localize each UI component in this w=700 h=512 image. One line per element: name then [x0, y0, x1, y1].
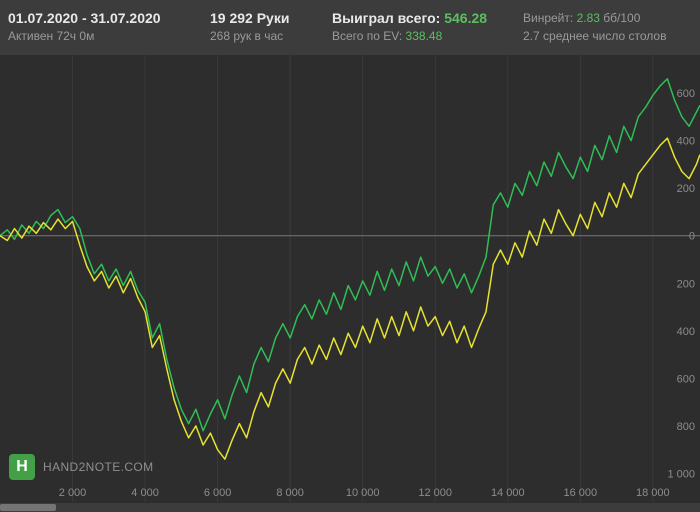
y-axis-tick-label: 400 [677, 136, 695, 148]
hand2note-logo: H HAND2NOTE.COM [9, 454, 154, 480]
winrate-block: Винрейт: 2.83 бб/100 2.7 среднее число с… [523, 8, 666, 45]
x-axis-tick-label: 6 000 [204, 487, 232, 499]
winnings-line [0, 78, 700, 432]
y-axis-tick-label: 200 [677, 183, 695, 195]
date-range-block[interactable]: 01.07.2020 - 31.07.2020 Активен 72ч 0м [8, 8, 161, 45]
y-axis-tick-label: 800 [677, 421, 695, 433]
hands-block: 19 292 Руки 268 рук в час [210, 8, 289, 45]
date-range[interactable]: 01.07.2020 - 31.07.2020 [8, 10, 161, 26]
hands-count: 19 292 Руки [210, 10, 290, 26]
y-axis-tick-label: 1 000 [667, 468, 695, 480]
stats-header: 01.07.2020 - 31.07.2020 Активен 72ч 0м 1… [0, 0, 700, 55]
won-total-value: 546.28 [444, 10, 488, 26]
won-total-label: Выиграл всего: [332, 10, 441, 26]
y-axis-tick-label: 0 [689, 231, 695, 243]
x-axis-tick-label: 2 000 [59, 487, 87, 499]
active-time: Активен 72ч 0м [8, 29, 95, 43]
hands-per-hour: 268 рук в час [210, 29, 284, 43]
x-axis-tick-label: 8 000 [276, 487, 304, 499]
winrate-unit: бб/100 [603, 11, 641, 25]
x-axis-tick-label: 18 000 [636, 487, 670, 499]
y-axis-tick-label: 200 [677, 278, 695, 290]
winrate-value: 2.83 [576, 11, 600, 25]
ev-line [0, 137, 700, 460]
x-axis-tick-label: 10 000 [346, 487, 380, 499]
hand2note-logo-text: HAND2NOTE.COM [43, 460, 154, 474]
horizontal-scrollbar [0, 503, 700, 512]
y-axis-tick-label: 400 [677, 326, 695, 338]
x-axis-tick-label: 14 000 [491, 487, 525, 499]
ev-total-label: Всего по EV: [332, 29, 403, 43]
horizontal-scrollbar-thumb[interactable] [0, 504, 56, 511]
ev-total-value: 338.48 [405, 29, 443, 43]
winrate-label: Винрейт: [523, 11, 574, 25]
y-axis-tick-label: 600 [677, 373, 695, 385]
hand2note-logo-icon: H [9, 454, 35, 480]
avg-tables: 2.7 среднее число столов [523, 29, 667, 43]
x-axis-tick-label: 4 000 [131, 487, 159, 499]
x-axis-tick-label: 16 000 [563, 487, 597, 499]
winnings-block: Выиграл всего: 546.28 Всего по EV: 338.4… [332, 8, 487, 45]
x-axis-tick-label: 12 000 [418, 487, 452, 499]
y-axis-tick-label: 600 [677, 88, 695, 100]
